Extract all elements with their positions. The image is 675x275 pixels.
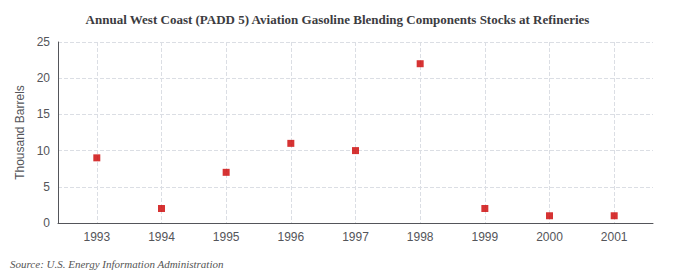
svg-text:1999: 1999 — [471, 230, 498, 244]
svg-text:0: 0 — [43, 216, 50, 230]
svg-text:20: 20 — [37, 71, 51, 85]
svg-text:1996: 1996 — [277, 230, 304, 244]
svg-text:1993: 1993 — [83, 230, 110, 244]
svg-text:1997: 1997 — [342, 230, 369, 244]
svg-text:2000: 2000 — [536, 230, 563, 244]
svg-text:1998: 1998 — [407, 230, 434, 244]
svg-text:Source: U.S. Energy Informatio: Source: U.S. Energy Information Administ… — [10, 258, 224, 270]
svg-text:1995: 1995 — [213, 230, 240, 244]
svg-text:Annual West Coast (PADD 5) Avi: Annual West Coast (PADD 5) Aviation Gaso… — [86, 12, 590, 27]
svg-text:15: 15 — [37, 107, 51, 121]
svg-text:5: 5 — [43, 180, 50, 194]
svg-text:Thousand Barrels: Thousand Barrels — [13, 85, 27, 180]
svg-text:1994: 1994 — [148, 230, 175, 244]
svg-text:10: 10 — [37, 144, 51, 158]
svg-text:25: 25 — [37, 35, 51, 49]
svg-text:2001: 2001 — [601, 230, 628, 244]
